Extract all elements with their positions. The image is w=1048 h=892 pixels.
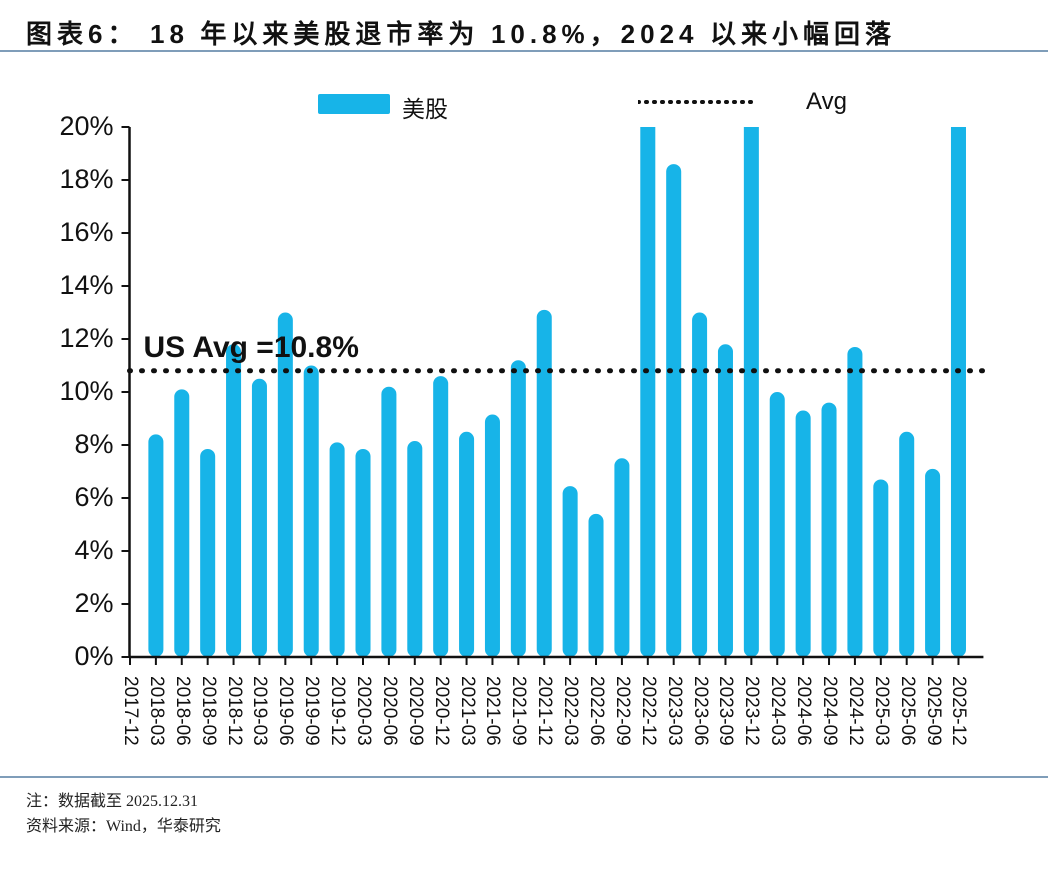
svg-text:18%: 18% bbox=[59, 164, 113, 194]
svg-text:14%: 14% bbox=[59, 270, 113, 300]
svg-text:10%: 10% bbox=[59, 376, 113, 406]
svg-text:8%: 8% bbox=[74, 429, 113, 459]
svg-text:4%: 4% bbox=[74, 535, 113, 565]
svg-text:20%: 20% bbox=[59, 111, 113, 141]
svg-text:US Avg =10.8%: US Avg =10.8% bbox=[144, 331, 359, 364]
svg-text:12%: 12% bbox=[59, 323, 113, 353]
svg-text:0%: 0% bbox=[74, 641, 113, 671]
svg-text:2%: 2% bbox=[74, 588, 113, 618]
svg-text:6%: 6% bbox=[74, 482, 113, 512]
svg-text:16%: 16% bbox=[59, 217, 113, 247]
